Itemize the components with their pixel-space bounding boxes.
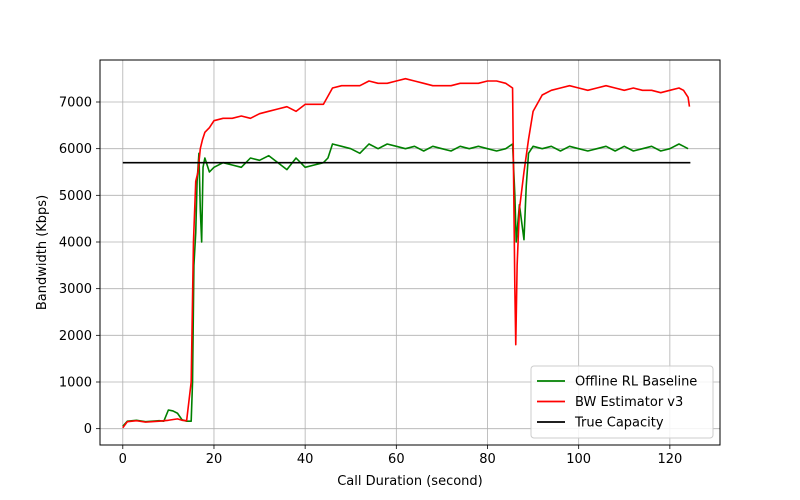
legend: Offline RL Baseline BW Estimator v3 True C… [530,365,714,439]
legend-label-offline-rl-baseline: Offline RL Baseline [575,375,697,390]
x-tick-label: 100 [566,452,591,467]
grid-lines [100,60,720,445]
axis-ticks: 0 20 40 60 80 100 120 0 1000 2000 3000 4000 5000 6000… [59,96,682,468]
y-tick-label: 3000 [59,282,92,297]
y-tick-label: 7000 [59,96,92,111]
series-line-offline-rl-baseline [122,143,689,427]
legend-label-bw-estimator-v3: BW Estimator v3 [575,395,683,410]
y-tick-label: 2000 [59,329,92,344]
series-line-bw-estimator-v3 [122,77,691,429]
x-tick-label: 120 [657,452,682,467]
y-tick-label: 4000 [59,236,92,251]
x-tick-label: 20 [206,452,223,467]
x-tick-label: 60 [388,452,405,467]
y-tick-label: 6000 [59,142,92,157]
x-tick-label: 0 [119,452,127,467]
y-tick-label: 1000 [59,376,92,391]
plot-frame [99,59,721,446]
series-layer [122,77,691,429]
x-axis-label: Call Duration (second) [337,474,483,489]
x-tick-label: 40 [297,452,314,467]
y-axis-label: Bandwidth (Kbps) [35,195,50,310]
y-tick-label: 5000 [59,189,92,204]
legend-label-true-capacity: True Capacity [574,416,664,431]
legend-box [530,365,714,439]
y-tick-label: 0 [84,422,92,437]
x-tick-label: 80 [479,452,496,467]
